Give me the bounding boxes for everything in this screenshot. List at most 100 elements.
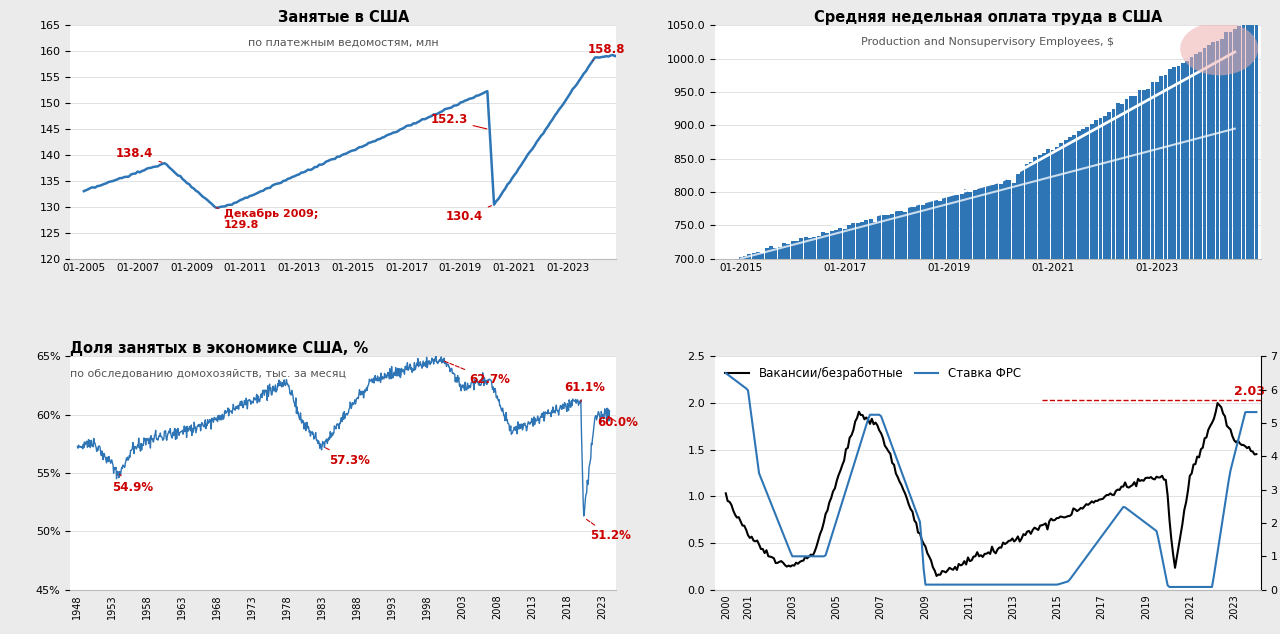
Bar	[791, 242, 795, 259]
Text: 60.0%: 60.0%	[598, 417, 639, 429]
Bar	[925, 201, 929, 259]
Bar	[864, 221, 868, 259]
Bar	[947, 196, 951, 259]
Bar	[1025, 164, 1029, 259]
Bar	[1073, 134, 1076, 259]
Bar	[1029, 162, 1033, 259]
Text: 130.4: 130.4	[445, 205, 492, 223]
Bar	[1242, 25, 1245, 259]
Bar	[969, 192, 973, 259]
Bar	[1207, 44, 1211, 259]
Bar	[960, 194, 964, 259]
Bar	[1164, 75, 1167, 259]
Bar	[955, 195, 960, 259]
Bar	[856, 223, 860, 259]
Bar	[826, 233, 829, 259]
Bar	[1060, 143, 1064, 259]
Bar	[786, 243, 790, 259]
Bar	[1138, 90, 1142, 259]
Bar	[1142, 90, 1146, 259]
Bar	[991, 185, 995, 259]
Bar	[964, 189, 968, 259]
Bar	[1125, 98, 1129, 259]
Bar	[1055, 146, 1059, 259]
Bar	[1007, 179, 1011, 259]
Bar	[899, 210, 904, 259]
Text: по платежным ведомостям, млн: по платежным ведомостям, млн	[248, 37, 439, 47]
Bar	[800, 238, 804, 259]
Bar	[1064, 140, 1068, 259]
Bar	[869, 219, 873, 259]
Bar	[1133, 96, 1137, 259]
Bar	[1220, 39, 1224, 259]
Bar	[1238, 26, 1242, 259]
Legend: Вакансии/безработные, Ставка ФРС: Вакансии/безработные, Ставка ФРС	[721, 363, 1025, 385]
Bar	[1202, 48, 1207, 259]
Bar	[769, 247, 773, 259]
Bar	[822, 232, 826, 259]
Bar	[982, 187, 986, 259]
Bar	[1033, 157, 1037, 259]
Bar	[1120, 103, 1124, 259]
Bar	[1004, 178, 1007, 259]
Bar	[1011, 183, 1016, 259]
Bar	[1111, 108, 1115, 259]
Bar	[1151, 82, 1155, 259]
Bar	[878, 214, 882, 259]
Text: Декабрь 2009;
129.8: Декабрь 2009; 129.8	[216, 208, 319, 231]
Bar	[1085, 127, 1089, 259]
Bar	[751, 253, 755, 259]
Bar	[1254, 13, 1258, 259]
Text: 61.1%: 61.1%	[564, 382, 605, 402]
Bar	[1189, 58, 1193, 259]
Bar	[1146, 89, 1149, 259]
Bar	[1069, 137, 1073, 259]
Bar	[1089, 124, 1093, 259]
Bar	[795, 241, 799, 259]
Bar	[942, 197, 946, 259]
Text: 51.2%: 51.2%	[586, 519, 631, 543]
Bar	[1155, 82, 1158, 259]
Bar	[1076, 131, 1080, 259]
Bar	[778, 247, 782, 259]
Bar	[847, 225, 851, 259]
Text: 158.8: 158.8	[588, 43, 625, 61]
Bar	[920, 205, 924, 259]
Bar	[1245, 20, 1249, 259]
Title: Занятые в США: Занятые в США	[278, 10, 410, 25]
Bar	[951, 194, 955, 259]
Bar	[1229, 32, 1233, 259]
Bar	[1094, 120, 1098, 259]
Bar	[1176, 66, 1180, 259]
Bar	[756, 252, 760, 259]
Bar	[748, 254, 751, 259]
Bar	[1224, 32, 1228, 259]
Bar	[1098, 118, 1102, 259]
Bar	[773, 248, 777, 259]
Bar	[851, 224, 855, 259]
Bar	[1103, 116, 1107, 259]
Bar	[934, 200, 938, 259]
Bar	[838, 228, 842, 259]
Bar	[986, 185, 989, 259]
Bar	[913, 207, 916, 259]
Bar	[765, 247, 769, 259]
Bar	[1198, 51, 1202, 259]
Bar	[1016, 174, 1020, 259]
Bar	[1172, 67, 1176, 259]
Bar	[1042, 153, 1046, 259]
Bar	[842, 230, 846, 259]
Bar	[929, 202, 933, 259]
Bar	[1251, 17, 1254, 259]
Bar	[908, 205, 911, 259]
Text: Доля занятых в экономике США, %: Доля занятых в экономике США, %	[70, 342, 369, 356]
Bar	[1129, 96, 1133, 259]
Bar	[804, 237, 808, 259]
Bar	[1107, 112, 1111, 259]
Bar	[1038, 155, 1042, 259]
Bar	[882, 215, 886, 259]
Bar	[1047, 150, 1051, 259]
Bar	[1233, 29, 1236, 259]
Bar	[886, 215, 890, 259]
Bar	[995, 183, 998, 259]
